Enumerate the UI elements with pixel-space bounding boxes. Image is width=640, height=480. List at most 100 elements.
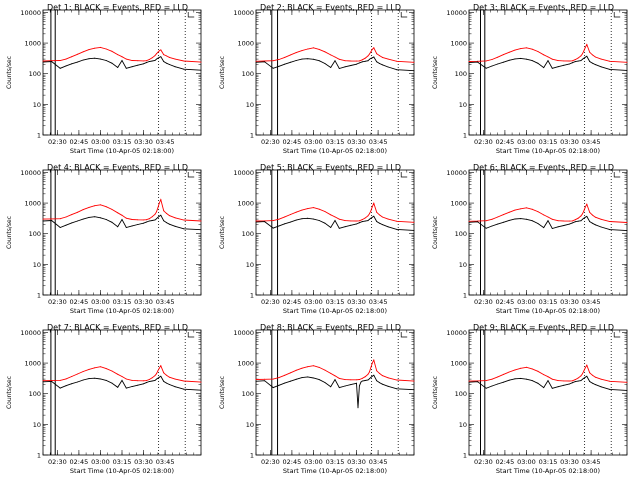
series-point: [370, 51, 372, 53]
series-point: [145, 60, 147, 62]
series-point: [557, 220, 559, 222]
series-point: [361, 59, 363, 61]
series-point: [338, 218, 340, 220]
series-point: [497, 223, 499, 225]
y-tick-label: 10000: [233, 329, 254, 337]
series-point: [551, 218, 553, 220]
x-tick-label: 03:45: [156, 458, 175, 466]
y-tick-label: 1000: [450, 360, 467, 368]
series-point: [586, 44, 588, 45]
series-point: [338, 387, 340, 389]
series-point: [563, 220, 565, 222]
series-point: [168, 215, 170, 217]
series-point: [376, 53, 378, 55]
series-point: [160, 214, 162, 216]
series-point: [200, 69, 202, 71]
series-point: [361, 221, 363, 223]
series-line-black: [468, 55, 628, 71]
series-point: [358, 220, 360, 222]
series-point: [586, 375, 588, 377]
series-point: [413, 389, 415, 391]
y-tick-label: 10: [246, 101, 254, 109]
series-point: [88, 206, 90, 208]
y-tick-label: 10000: [233, 9, 254, 17]
series-point: [373, 56, 375, 58]
series-point: [491, 65, 493, 67]
series-point: [264, 221, 266, 223]
series-point: [174, 66, 176, 68]
series-point: [324, 369, 326, 371]
series-point: [313, 58, 314, 60]
series-line-red: [42, 364, 202, 383]
series-point: [526, 366, 527, 368]
series-point: [157, 377, 159, 379]
series-point: [131, 225, 133, 227]
series-point: [143, 383, 144, 385]
series-point: [571, 220, 573, 222]
plot-title: Det 2: BLACK = Events, RED = LLD: [260, 3, 401, 12]
x-tick-label: 03:15: [113, 138, 132, 146]
series-point: [491, 385, 493, 387]
series-point: [364, 380, 366, 381]
y-tick-label: 1000: [24, 200, 41, 208]
series-point: [582, 378, 583, 380]
series-point: [503, 214, 504, 216]
series-point: [381, 216, 383, 218]
series-point: [526, 218, 527, 220]
series-point: [381, 64, 383, 66]
detector-panel-8: Det 8: BLACK = Events, RED = LLD 1 10 100 10…: [213, 320, 426, 480]
series-point: [313, 47, 314, 49]
series-point: [396, 220, 398, 222]
x-tick-label: 03:30: [347, 138, 366, 146]
detector-plot-9: Det 9: BLACK = Events, RED = LLD 1 10 100 10…: [432, 323, 628, 475]
series-point: [547, 220, 549, 222]
x-tick-label: 03:15: [539, 138, 558, 146]
series-point: [151, 377, 153, 379]
series-point: [514, 378, 516, 380]
series-point: [531, 368, 533, 370]
series-point: [526, 47, 527, 49]
series-point: [163, 210, 165, 212]
detector-plot-3: Det 3: BLACK = Events, RED = LLD 1 10 100 10…: [432, 3, 628, 155]
series-point: [583, 217, 585, 219]
y-tick-label: 10: [459, 261, 467, 269]
series-point: [350, 379, 352, 381]
series-point: [508, 59, 510, 61]
series-point: [367, 60, 369, 62]
series-point: [82, 59, 84, 61]
series-point: [145, 221, 147, 223]
plot-frame: [255, 169, 415, 296]
series-point: [574, 59, 576, 61]
series-point: [396, 388, 398, 390]
plot-frame: [42, 9, 202, 136]
x-tick-label: 03:45: [156, 138, 175, 146]
series-point: [156, 211, 157, 213]
series-point: [381, 224, 383, 226]
series-point: [609, 388, 611, 390]
series-point: [334, 56, 336, 58]
series-point: [503, 54, 504, 56]
corner-bracket-mark: [187, 12, 195, 18]
series-point: [584, 216, 586, 218]
series-point: [200, 381, 202, 383]
series-point: [551, 387, 553, 389]
series-point: [531, 208, 533, 210]
series-point: [272, 378, 274, 380]
series-point: [158, 367, 160, 369]
series-point: [295, 211, 297, 213]
series-point: [600, 386, 602, 388]
y-tick-label: 100: [455, 70, 467, 78]
series-point: [157, 57, 159, 59]
series-point: [381, 56, 383, 58]
series-point: [255, 61, 257, 63]
x-tick-label: 03:00: [91, 138, 110, 146]
series-point: [168, 384, 170, 385]
series-point: [537, 223, 539, 224]
x-tick-label: 02:30: [261, 138, 280, 146]
series-point: [105, 48, 107, 50]
series-point: [145, 382, 147, 384]
series-point: [582, 58, 583, 60]
series-point: [77, 373, 78, 375]
series-point: [330, 67, 332, 68]
series-point: [313, 377, 314, 379]
